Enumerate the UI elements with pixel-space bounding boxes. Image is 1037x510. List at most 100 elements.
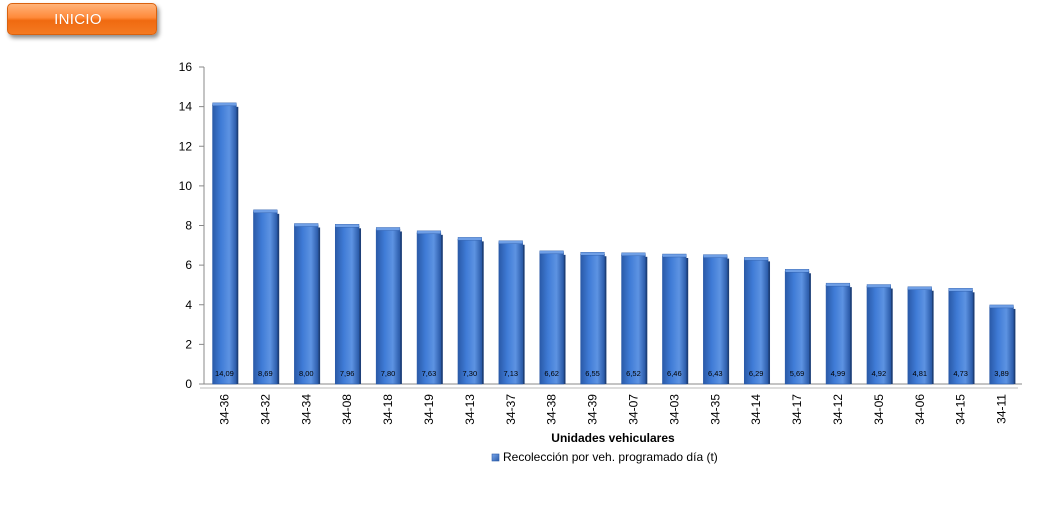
- bar-top: [825, 282, 851, 287]
- bar: [580, 253, 605, 385]
- bar: [416, 232, 442, 385]
- inicio-button-label: INICIO: [54, 10, 102, 28]
- x-category-label: 34-11: [995, 394, 1009, 424]
- data-label: 6,52: [626, 369, 641, 378]
- x-category-label: 34-12: [831, 394, 845, 425]
- bar-side: [1013, 308, 1016, 384]
- x-category-label: 34-35: [708, 394, 722, 425]
- x-category-label: 34-17: [790, 394, 804, 425]
- bar-top: [457, 237, 482, 241]
- bar-top: [662, 253, 687, 258]
- bar-top: [784, 269, 810, 273]
- bar-top: [539, 250, 564, 255]
- bar: [212, 104, 237, 385]
- x-axis-title: Unidades vehiculares: [551, 431, 675, 445]
- bar-side: [563, 254, 566, 384]
- bar-side: [440, 234, 443, 384]
- bar-side: [686, 258, 689, 384]
- bar-side: [399, 231, 402, 384]
- bar-top: [989, 304, 1014, 309]
- bar-top: [253, 209, 278, 214]
- bar-side: [849, 287, 852, 384]
- data-label: 8,69: [258, 369, 273, 378]
- x-category-label: 34-06: [913, 394, 927, 425]
- y-tick-label: 4: [185, 298, 192, 312]
- y-tick-label: 8: [185, 219, 192, 233]
- x-category-label: 34-37: [504, 394, 518, 425]
- data-label: 14,09: [215, 369, 234, 378]
- bar: [621, 254, 646, 385]
- bar-side: [318, 227, 321, 384]
- x-category-label: 34-38: [545, 394, 559, 425]
- bar-side: [481, 241, 484, 384]
- data-label: 5,69: [790, 369, 805, 378]
- bar-side: [890, 288, 893, 384]
- data-label: 6,46: [667, 369, 682, 378]
- bar-top: [498, 240, 523, 244]
- y-tick-label: 6: [185, 258, 192, 272]
- data-label: 6,55: [585, 369, 600, 378]
- bar-side: [277, 213, 280, 384]
- bar-side: [236, 106, 239, 385]
- data-label: 4,73: [953, 369, 968, 378]
- bar: [743, 259, 769, 385]
- x-category-label: 34-34: [299, 394, 313, 425]
- bar: [375, 229, 401, 385]
- data-label: 6,29: [749, 369, 764, 378]
- bar-top: [335, 224, 360, 228]
- bar: [498, 242, 523, 385]
- x-category-label: 34-05: [872, 394, 886, 425]
- data-label: 3,89: [994, 369, 1009, 378]
- bar: [703, 256, 728, 385]
- y-tick-label: 10: [179, 179, 193, 193]
- data-label: 4,81: [912, 369, 927, 378]
- bar-top: [375, 227, 401, 231]
- bar-side: [972, 292, 975, 384]
- bar-side: [604, 256, 607, 384]
- bar-side: [645, 256, 648, 384]
- x-category-label: 34-07: [626, 394, 640, 425]
- data-label: 7,63: [422, 369, 437, 378]
- data-label: 4,92: [872, 369, 887, 378]
- y-tick-label: 12: [179, 139, 193, 153]
- bar: [253, 211, 278, 385]
- bar: [294, 225, 319, 385]
- bar-side: [768, 261, 771, 384]
- bar-top: [703, 254, 728, 258]
- x-category-label: 34-39: [586, 394, 600, 425]
- bar-top: [294, 223, 319, 227]
- bar-top: [580, 252, 605, 256]
- bar: [784, 270, 810, 385]
- inicio-button[interactable]: INICIO: [7, 3, 157, 35]
- bar-side: [522, 244, 525, 384]
- bar-top: [948, 288, 973, 292]
- y-tick-label: 16: [179, 60, 193, 74]
- bar-top: [212, 102, 237, 107]
- bar-top: [907, 286, 932, 290]
- data-label: 6,62: [544, 369, 559, 378]
- data-label: 6,43: [708, 369, 723, 378]
- data-label: 4,99: [831, 369, 846, 378]
- bar-side: [727, 258, 730, 384]
- data-label: 8,00: [299, 369, 314, 378]
- bar-top: [621, 252, 646, 257]
- x-category-label: 34-36: [217, 394, 231, 425]
- legend-swatch: [491, 453, 500, 462]
- data-label: 7,30: [463, 369, 478, 378]
- bar: [457, 239, 483, 385]
- x-category-label: 34-03: [667, 394, 681, 425]
- bar: [539, 252, 564, 385]
- x-category-label: 34-14: [749, 394, 763, 425]
- bar-side: [931, 290, 934, 384]
- x-category-label: 34-15: [954, 394, 968, 425]
- bar-side: [808, 273, 811, 384]
- x-category-label: 34-08: [340, 394, 354, 425]
- bar-top: [744, 257, 769, 261]
- x-category-label: 34-13: [463, 394, 477, 425]
- data-label: 7,96: [340, 369, 355, 378]
- bar: [334, 225, 360, 385]
- data-label: 7,80: [381, 369, 396, 378]
- data-label: 7,13: [503, 369, 518, 378]
- y-tick-label: 0: [185, 377, 192, 391]
